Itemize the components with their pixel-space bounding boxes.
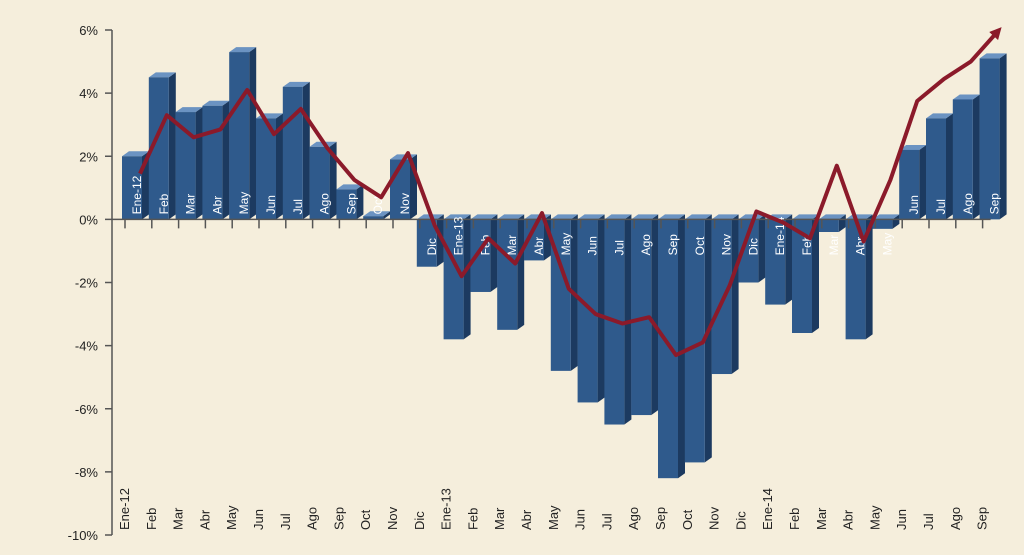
- x-tick-label: Ene-14: [760, 488, 775, 530]
- bar: [229, 47, 257, 220]
- bar: [658, 214, 685, 479]
- y-tick-label: -4%: [75, 339, 99, 354]
- x-tick-label: Jun: [251, 509, 266, 530]
- bar: [577, 214, 605, 403]
- bar-label: Ene-12: [130, 175, 144, 214]
- bar: [363, 211, 391, 220]
- bar-label: Sep: [666, 234, 680, 256]
- bar-label: Jul: [612, 240, 626, 255]
- bar-label: Jun: [907, 195, 921, 214]
- x-tick-label: May: [224, 505, 239, 530]
- bar-label: Ene-13: [452, 216, 466, 255]
- bar: [282, 81, 310, 220]
- bar: [792, 214, 819, 333]
- x-tick-label: Jun: [894, 509, 909, 530]
- bar: [738, 214, 766, 283]
- bar: [845, 214, 873, 340]
- x-tick-label: Feb: [465, 508, 480, 530]
- bar-label: Dic: [746, 238, 760, 255]
- x-tick-label: Ene-13: [439, 488, 454, 530]
- x-tick-label: Jul: [599, 513, 614, 530]
- x-tick-label: Sep: [975, 507, 990, 530]
- y-tick-label: 2%: [79, 149, 98, 164]
- x-tick-label: May: [867, 505, 882, 530]
- y-tick-label: 0%: [79, 212, 98, 227]
- x-tick-label: Nov: [707, 506, 722, 530]
- bar: [122, 151, 149, 220]
- x-tick-label: Ago: [948, 507, 963, 530]
- line: [138, 27, 1002, 358]
- x-tick-label: Sep: [331, 507, 346, 530]
- bar-label: Oct: [371, 195, 385, 214]
- bar: [309, 141, 337, 220]
- y-tick-label: -2%: [75, 276, 99, 291]
- x-tick-label: Feb: [144, 508, 159, 530]
- x-tick-label: Ago: [305, 507, 320, 530]
- bar-label: Jul: [934, 199, 948, 214]
- bar: [952, 94, 980, 220]
- bar-label: Ago: [318, 193, 332, 215]
- bar: [711, 214, 739, 375]
- bar-label: Nov: [398, 193, 412, 214]
- bar-label: May: [559, 233, 573, 256]
- y-tick-label: 4%: [79, 86, 98, 101]
- y-tick-label: 6%: [79, 23, 98, 38]
- bar-label: Mar: [505, 235, 519, 256]
- bar-label: Dic: [425, 238, 439, 255]
- x-tick-label: Mar: [171, 507, 186, 530]
- bar-label: May: [237, 192, 251, 215]
- bar-label: Ene-14: [773, 216, 787, 255]
- x-tick-label: Mar: [814, 507, 829, 530]
- bar-label: Mar: [184, 194, 198, 215]
- bar: [899, 144, 927, 220]
- x-tick-label: Ago: [626, 507, 641, 530]
- x-tick-label: Jun: [573, 509, 588, 530]
- bar-label: Jun: [264, 195, 278, 214]
- x-tick-label: Mar: [492, 507, 507, 530]
- x-tick-label: Sep: [653, 507, 668, 530]
- x-tick-label: Dic: [733, 511, 748, 530]
- bar-label: Jun: [586, 236, 600, 255]
- bar-label: Ago: [639, 234, 653, 256]
- x-tick-label: Nov: [385, 506, 400, 530]
- bar-label: Jul: [291, 199, 305, 214]
- bar: [926, 113, 953, 220]
- bar-label: Feb: [157, 193, 171, 214]
- x-tick-label: Abr: [841, 509, 856, 530]
- x-tick-label: Ene-12: [117, 488, 132, 530]
- bar-label: Oct: [693, 236, 707, 255]
- bar-label: Nov: [720, 234, 734, 255]
- bar: [497, 214, 525, 330]
- x-tick-label: Oct: [680, 509, 695, 530]
- x-tick-label: May: [546, 505, 561, 530]
- bar: [148, 72, 176, 220]
- x-tick-label: Oct: [358, 509, 373, 530]
- bar: [684, 214, 712, 463]
- bar-label: Mar: [827, 235, 841, 256]
- bar-label: Ago: [961, 193, 975, 215]
- bar-label: Abr: [210, 196, 224, 215]
- x-tick-label: Abr: [519, 509, 534, 530]
- bar: [336, 184, 364, 220]
- x-tick-label: Feb: [787, 508, 802, 530]
- y-tick-label: -10%: [68, 528, 99, 543]
- y-tick-label: -6%: [75, 402, 99, 417]
- bar: [818, 214, 846, 232]
- x-tick-label: Dic: [412, 511, 427, 530]
- x-tick-label: Jul: [921, 513, 936, 530]
- bar: [979, 53, 1007, 220]
- bar: [175, 107, 203, 220]
- y-tick-label: -8%: [75, 465, 99, 480]
- bar: [470, 214, 498, 292]
- bar-label: Abr: [532, 237, 546, 256]
- x-tick-label: Abr: [197, 509, 212, 530]
- bar-label: Sep: [344, 193, 358, 215]
- bar: [872, 214, 900, 229]
- bar-label: Sep: [988, 193, 1002, 215]
- x-tick-label: Jul: [278, 513, 293, 530]
- bar-label: May: [880, 233, 894, 256]
- bar: [765, 214, 793, 305]
